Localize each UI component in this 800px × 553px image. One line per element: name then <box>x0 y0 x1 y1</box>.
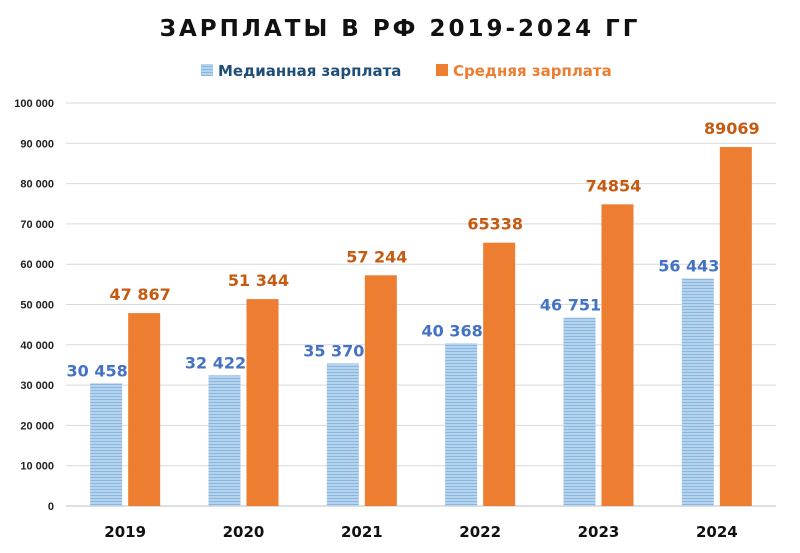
chart-title: ЗАРПЛАТЫ В РФ 2019-2024 ГГ <box>160 16 641 42</box>
bar-average-2020 <box>246 299 279 506</box>
bar-average-2019 <box>128 313 161 506</box>
y-tick-label: 20 000 <box>20 420 54 432</box>
data-label-median-2023: 46 751 <box>540 296 601 315</box>
gridlines <box>66 102 776 507</box>
x-tick-label-2022: 2022 <box>459 523 501 541</box>
y-tick-label: 50 000 <box>20 300 54 312</box>
bars <box>90 147 752 506</box>
x-tick-label-2024: 2024 <box>696 523 738 541</box>
bar-median-2022 <box>445 343 478 506</box>
legend-label-median: Медианная зарплата <box>218 62 401 80</box>
x-axis-category-labels: 2019 2020 2021 2022 2023 2024 <box>104 523 737 541</box>
legend-swatch-median <box>201 64 213 76</box>
y-tick-label: 10 000 <box>20 461 54 473</box>
y-tick-label: 30 000 <box>20 380 54 392</box>
y-axis-tick-labels: 0 10 000 20 000 30 000 40 000 50 000 60 000 70 … <box>14 98 54 513</box>
data-label-median-2024: 56 443 <box>658 257 719 276</box>
bar-median-2021 <box>326 363 359 506</box>
y-tick-label: 90 000 <box>20 138 54 150</box>
y-tick-label: 80 000 <box>20 179 54 191</box>
data-label-average-2024: 89069 <box>704 119 760 138</box>
y-tick-label: 100 000 <box>14 98 54 110</box>
y-tick-label: 0 <box>48 501 54 513</box>
data-label-median-2021: 35 370 <box>303 341 364 360</box>
y-tick-label: 60 000 <box>20 259 54 271</box>
data-label-median-2020: 32 422 <box>185 353 246 372</box>
data-label-average-2021: 57 244 <box>346 247 407 266</box>
x-tick-label-2019: 2019 <box>104 523 146 541</box>
data-labels: 30 458 47 867 32 422 51 344 35 370 57 244 40 3… <box>67 119 760 380</box>
x-tick-label-2021: 2021 <box>341 523 383 541</box>
legend: Медианная зарплата Средняя зарплата <box>201 62 612 80</box>
y-tick-label: 40 000 <box>20 340 54 352</box>
bar-median-2024 <box>681 278 714 506</box>
bar-average-2021 <box>364 275 397 506</box>
legend-label-average: Средняя зарплата <box>453 62 612 80</box>
bar-median-2023 <box>563 317 596 506</box>
bar-average-2022 <box>483 242 516 506</box>
legend-swatch-average <box>436 64 448 76</box>
x-tick-label-2020: 2020 <box>223 523 265 541</box>
x-tick-label-2023: 2023 <box>578 523 620 541</box>
bar-median-2020 <box>208 375 241 506</box>
data-label-average-2019: 47 867 <box>110 285 171 304</box>
data-label-average-2020: 51 344 <box>228 271 289 290</box>
data-label-median-2019: 30 458 <box>67 361 128 380</box>
bar-average-2024 <box>719 147 752 506</box>
data-label-average-2023: 74854 <box>586 176 642 195</box>
bar-average-2023 <box>601 204 634 506</box>
data-label-median-2022: 40 368 <box>422 321 483 340</box>
y-tick-label: 70 000 <box>20 219 54 231</box>
bar-median-2019 <box>90 383 123 506</box>
data-label-average-2022: 65338 <box>467 215 523 234</box>
